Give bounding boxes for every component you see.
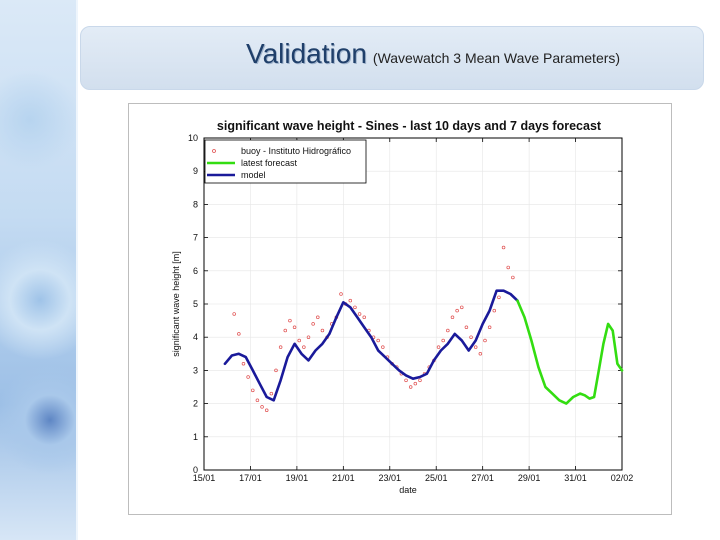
buoy-point: [320, 328, 325, 333]
buoy-point: [353, 305, 357, 310]
x-tick-label: 29/01: [518, 473, 541, 483]
x-tick-label: 15/01: [193, 473, 216, 483]
buoy-point: [473, 345, 478, 349]
y-tick-label: 8: [193, 199, 198, 209]
x-axis-ticks: 15/01 17/01 19/01 21/01 23/01 25/01 27/01 29/01…: [193, 138, 634, 483]
y-tick-label: 6: [193, 266, 198, 276]
buoy-point: [292, 325, 297, 329]
y-tick-label: 10: [188, 133, 198, 143]
buoy-point: [302, 345, 306, 349]
x-tick-label: 25/01: [425, 473, 448, 483]
buoy-point: [450, 315, 455, 320]
y-tick-label: 1: [193, 432, 198, 442]
title-main: Validation: [246, 38, 367, 69]
buoy-point: [460, 305, 464, 310]
buoy-point: [297, 338, 301, 343]
buoy-point: [283, 328, 288, 333]
chart-title: significant wave height - Sines - last 1…: [217, 119, 602, 133]
buoy-point: [446, 328, 450, 333]
decorative-water-art: [0, 0, 78, 540]
chart-panel: significant wave height - Sines - last 1…: [128, 103, 672, 515]
buoy-point: [251, 388, 255, 393]
buoy-point: [269, 391, 274, 396]
buoy-point: [232, 312, 236, 316]
buoy-point: [436, 345, 441, 349]
buoy-point: [339, 292, 343, 296]
buoy-point: [255, 398, 260, 403]
x-tick-label: 17/01: [239, 473, 262, 483]
buoy-point: [274, 368, 278, 373]
buoy-point: [376, 338, 380, 343]
y-tick-label: 0: [193, 465, 198, 475]
buoy-point: [506, 265, 510, 270]
y-tick-label: 3: [193, 365, 198, 375]
x-tick-label: 02/02: [611, 473, 634, 483]
buoy-point: [511, 275, 515, 280]
legend-label-buoy: buoy - Instituto Hidrográfico: [241, 146, 351, 156]
buoy-point: [306, 335, 311, 339]
buoy-point: [469, 335, 473, 339]
buoy-point: [362, 315, 366, 320]
y-axis-ticks: 0 1 2 3 4 5 6 7 8 9 10: [188, 133, 622, 475]
buoy-point: [487, 325, 492, 329]
buoy-point: [501, 245, 506, 250]
buoy-point: [483, 338, 487, 343]
y-tick-label: 4: [193, 332, 198, 342]
legend-label-forecast: latest forecast: [241, 158, 298, 168]
buoy-point: [492, 308, 497, 313]
model-line: [223, 289, 519, 402]
buoy-point: [348, 298, 353, 303]
buoy-point: [413, 381, 418, 386]
title-banner: [80, 26, 704, 90]
buoy-point: [497, 295, 501, 300]
buoy-point: [464, 325, 469, 329]
legend-label-model: model: [241, 170, 266, 180]
buoy-point: [246, 375, 250, 379]
x-axis-label: date: [399, 485, 417, 495]
y-tick-label: 2: [193, 399, 198, 409]
y-tick-label: 9: [193, 166, 198, 176]
buoy-point: [408, 385, 413, 389]
buoy-point: [311, 322, 315, 326]
x-tick-label: 27/01: [471, 473, 494, 483]
buoy-point: [260, 405, 264, 409]
page-title: Validation (Wavewatch 3 Mean Wave Paramet…: [246, 38, 620, 70]
y-tick-label: 7: [193, 233, 198, 243]
buoy-point: [441, 338, 445, 343]
x-tick-label: 23/01: [379, 473, 402, 483]
grid-lines: [204, 138, 622, 470]
buoy-point: [316, 315, 320, 320]
buoy-point: [455, 308, 459, 313]
buoy-point: [237, 332, 241, 336]
title-subtitle: (Wavewatch 3 Mean Wave Parameters): [372, 50, 621, 66]
legend-swatch-buoy: [212, 149, 216, 153]
series-lines: [223, 289, 624, 405]
x-tick-label: 19/01: [286, 473, 309, 483]
buoy-point: [264, 408, 269, 412]
buoy-point: [278, 345, 283, 349]
buoy-point: [241, 362, 246, 366]
buoy-point: [357, 312, 362, 316]
wave-height-chart: significant wave height - Sines - last 1…: [171, 119, 634, 495]
y-axis-label: significant wave height [m]: [171, 251, 181, 357]
y-tick-label: 5: [193, 299, 198, 309]
forecast-line: [516, 299, 624, 405]
buoy-point: [381, 345, 385, 349]
legend: buoy - Instituto Hidrográfico latest for…: [204, 139, 367, 184]
buoy-point: [418, 378, 422, 383]
x-tick-label: 21/01: [332, 473, 355, 483]
x-tick-label: 31/01: [564, 473, 587, 483]
buoy-point: [288, 318, 292, 323]
buoy-point: [478, 352, 483, 356]
buoy-point: [404, 378, 408, 383]
